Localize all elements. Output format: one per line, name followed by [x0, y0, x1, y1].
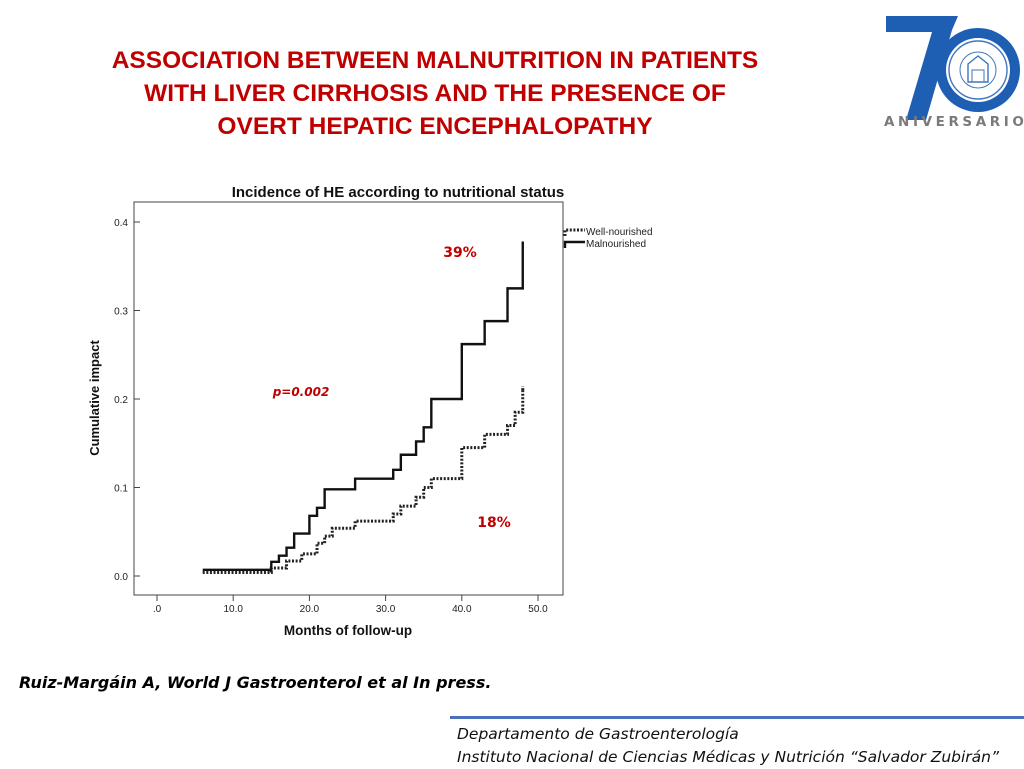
x-tick-label: .0: [153, 604, 162, 615]
anniversary-logo: [886, 16, 1020, 120]
annotation-p-value: p=0.002: [272, 385, 330, 399]
series-layer: [202, 241, 525, 574]
plot-frame: [133, 201, 564, 596]
chart-title: Incidence of HE according to nutritional…: [232, 184, 565, 201]
legend-label: Malnourished: [586, 239, 646, 250]
y-tick-label: 0.1: [114, 484, 128, 495]
citation: Ruiz-Margáin A, World J Gastroenterol et…: [19, 673, 492, 692]
x-axis-ticks: .0 10.0 20.0 30.0 40.0 50.0: [153, 595, 548, 615]
y-axis-ticks: 0.0 0.1 0.2 0.3 0.4: [114, 218, 140, 583]
y-axis-label: Cumulative impact: [87, 340, 102, 456]
x-axis-label: Months of follow-up: [284, 623, 412, 638]
series-well-nourished-line: [202, 390, 525, 574]
footer: Departamento de Gastroenterología Instit…: [450, 716, 1024, 769]
title-line-1: ASSOCIATION BETWEEN MALNUTRITION IN PATI…: [111, 47, 759, 74]
logo-subtitle: ANIVERSARIO: [884, 114, 1024, 130]
legend-label: Well-nourished: [586, 227, 653, 238]
annotation-malnourished-final: 39%: [443, 245, 477, 261]
title-line-2: WITH LIVER CIRRHOSIS AND THE PRESENCE OF: [144, 80, 726, 107]
x-tick-label: 20.0: [300, 604, 320, 615]
title-line-3: OVERT HEPATIC ENCEPHALOPATHY: [217, 113, 653, 140]
y-tick-label: 0.4: [114, 218, 128, 229]
x-tick-label: 50.0: [528, 604, 548, 615]
footer-department: Departamento de Gastroenterología: [457, 725, 739, 743]
x-tick-label: 30.0: [376, 604, 396, 615]
logo-seven: [886, 16, 958, 120]
x-tick-label: 40.0: [452, 604, 472, 615]
chart: Incidence of HE according to nutritional…: [87, 184, 653, 638]
legend-swatch: [563, 240, 585, 248]
legend-swatch: [563, 228, 585, 236]
y-tick-label: 0.3: [114, 307, 128, 318]
series-malnourished-line: [202, 241, 524, 572]
annotation-well-nourished-final: 18%: [477, 515, 511, 531]
footer-institute: Instituto Nacional de Ciencias Médicas y…: [457, 748, 1000, 766]
slide-title: ASSOCIATION BETWEEN MALNUTRITION IN PATI…: [40, 44, 830, 143]
y-tick-label: 0.2: [114, 395, 128, 406]
x-tick-label: 10.0: [223, 604, 243, 615]
logo-seal: [948, 40, 1008, 100]
y-tick-label: 0.0: [114, 572, 128, 583]
